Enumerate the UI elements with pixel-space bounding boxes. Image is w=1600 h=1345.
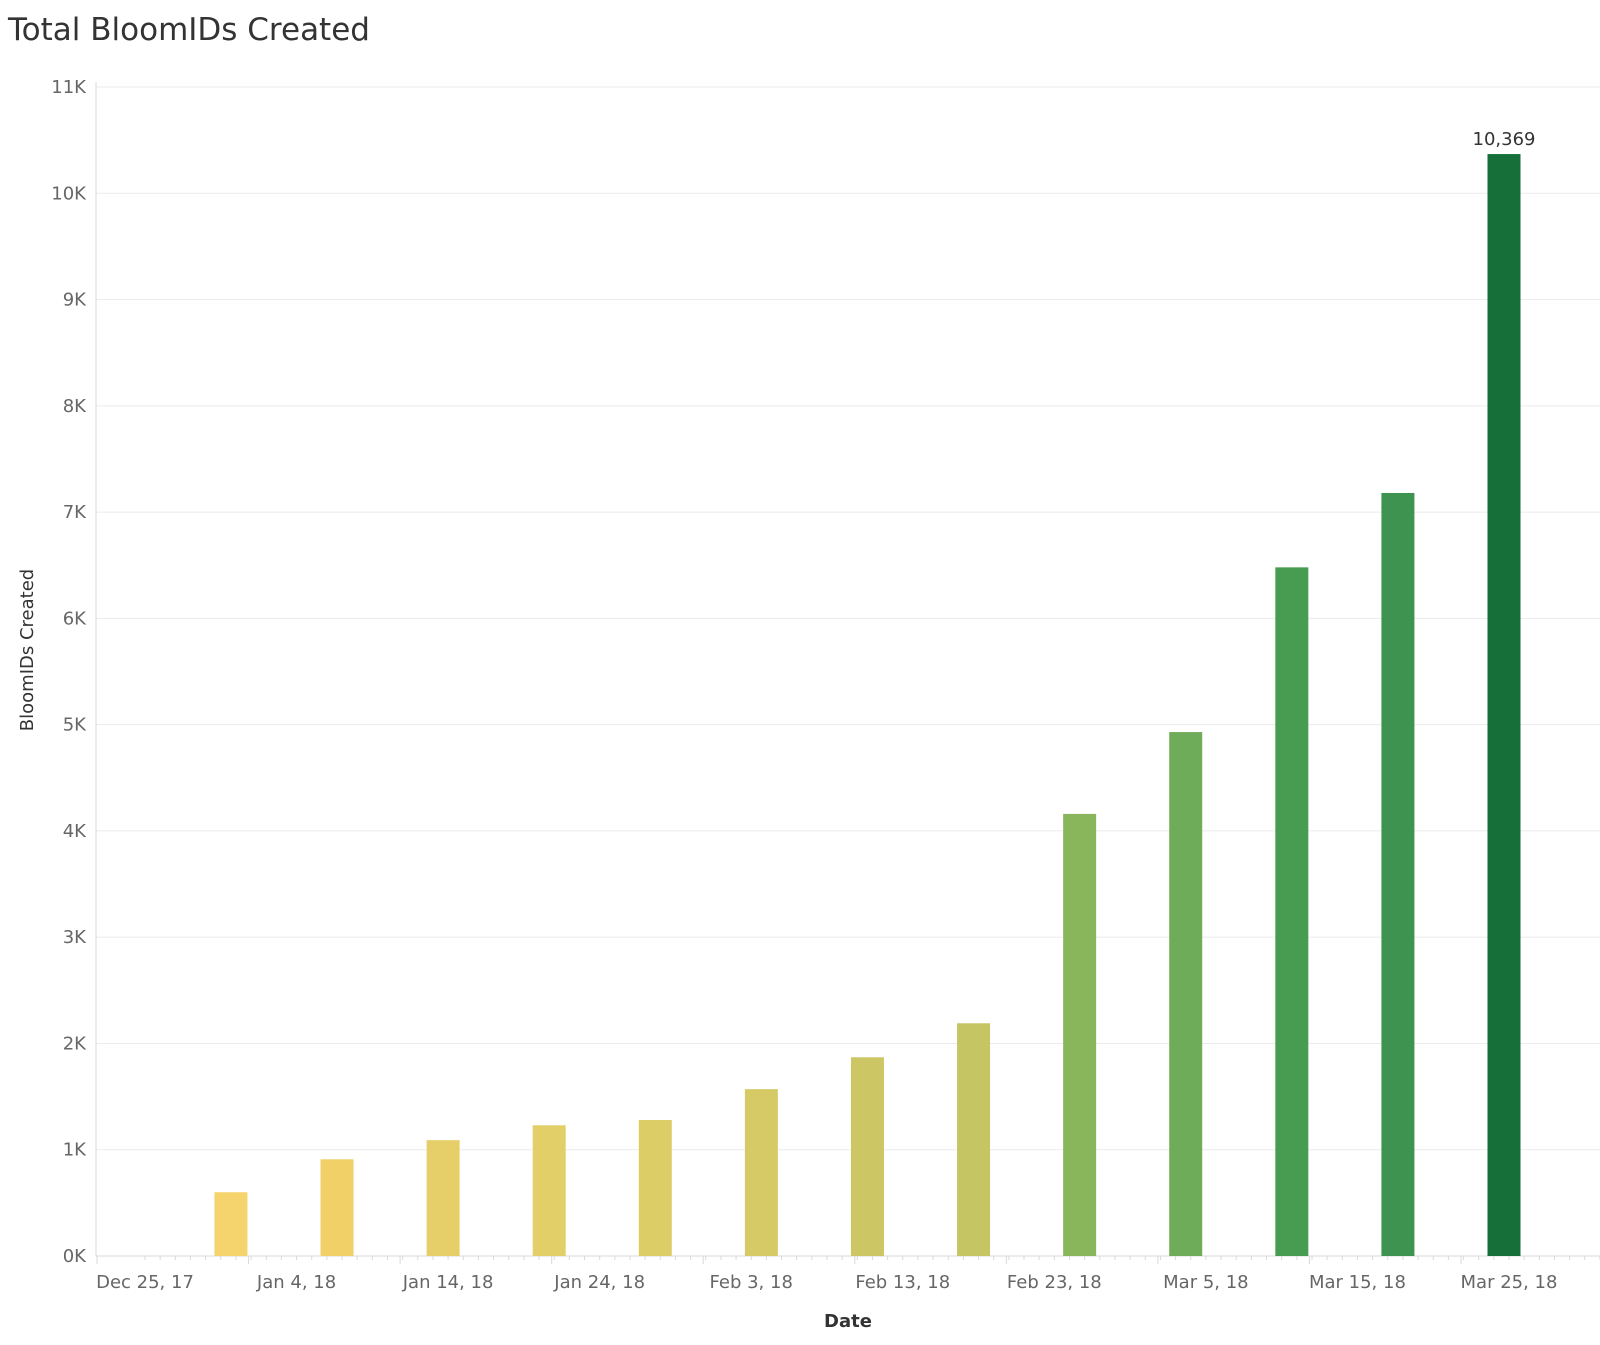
bars xyxy=(214,154,1521,1257)
bar xyxy=(850,1057,884,1256)
x-tick-label: Dec 25, 17 xyxy=(96,1272,194,1293)
y-tick-label: 0K xyxy=(63,1246,87,1267)
bar xyxy=(1169,732,1203,1256)
bar xyxy=(744,1089,778,1256)
bar xyxy=(1487,154,1521,1256)
x-tick-label: Feb 3, 18 xyxy=(710,1272,793,1293)
x-tick-label: Feb 23, 18 xyxy=(1007,1272,1102,1293)
bar xyxy=(1275,567,1309,1256)
y-tick-label: 5K xyxy=(63,715,87,736)
bar xyxy=(1063,813,1097,1256)
y-axis-title: BloomIDs Created xyxy=(17,569,38,731)
y-tick-label: 1K xyxy=(63,1140,87,1161)
bar xyxy=(957,1023,991,1256)
y-tick-label: 6K xyxy=(63,608,87,629)
x-tick-label: Mar 25, 18 xyxy=(1461,1272,1558,1293)
x-tick-label: Jan 4, 18 xyxy=(256,1272,336,1293)
y-tick-label: 9K xyxy=(63,290,87,311)
y-tick-label: 11K xyxy=(51,77,87,98)
gridlines xyxy=(96,86,1600,1151)
bar xyxy=(214,1192,248,1256)
y-tick-label: 4K xyxy=(63,821,87,842)
y-tick-label: 10K xyxy=(51,183,87,204)
bar xyxy=(1381,492,1415,1257)
y-tick-label: 7K xyxy=(63,502,87,523)
bar-data-label: 10,369 xyxy=(1473,129,1536,150)
axes: 0K 1K 2K 3K 4K 5K 6K 7K 8K 9K 10K 11K Dec 25, 17 Jan … xyxy=(51,77,1600,1293)
bar xyxy=(638,1119,672,1256)
x-axis-title: Date xyxy=(824,1311,872,1332)
x-tick-label: Jan 24, 18 xyxy=(553,1272,645,1293)
bar xyxy=(320,1159,354,1256)
data-labels: 10,369 xyxy=(1473,129,1536,150)
y-tick-label: 8K xyxy=(63,396,87,417)
chart-title: Total BloomIDs Created xyxy=(8,12,370,48)
x-tick-label: Mar 15, 18 xyxy=(1309,1272,1406,1293)
y-tick-label: 2K xyxy=(63,1033,87,1054)
x-tick-label: Mar 5, 18 xyxy=(1163,1272,1248,1293)
x-tick-label: Feb 13, 18 xyxy=(855,1272,950,1293)
bar xyxy=(426,1140,460,1256)
x-tick-label: Jan 14, 18 xyxy=(402,1272,494,1293)
bar xyxy=(532,1125,566,1256)
y-tick-label: 3K xyxy=(63,927,87,948)
